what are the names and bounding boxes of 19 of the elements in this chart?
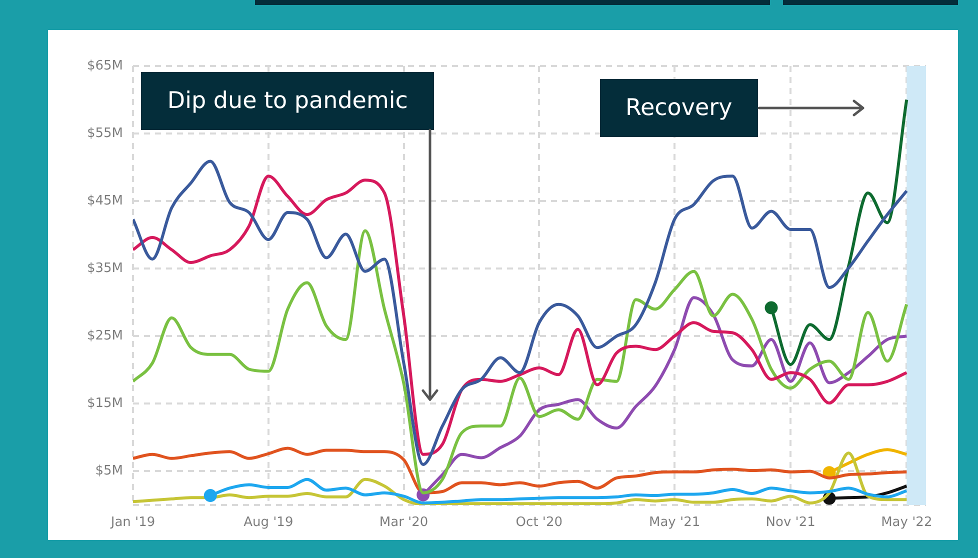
annotation: Recovery (600, 78, 758, 137)
x-tick-label: Mar '20 (379, 515, 428, 530)
y-tick-label: $55M (86, 126, 123, 141)
point (764, 301, 778, 314)
point (204, 489, 217, 502)
y-tick-label: $65M (86, 58, 123, 74)
x-tick-label: May '21 (649, 515, 700, 530)
x-tick-label: Aug '19 (244, 515, 294, 530)
x-tick-label: Jan '19 (110, 515, 156, 530)
x-tick-label: May '22 (881, 515, 932, 530)
line-series (133, 451, 908, 505)
x-tick-label: Oct '20 (516, 515, 563, 530)
y-tick-label: $5M (95, 464, 123, 479)
y-tick-label: $45M (86, 193, 123, 208)
y-tick-label: $15M (86, 396, 123, 412)
x-tick-label: Nov '21 (766, 515, 816, 530)
annotation: Dip due to pandemic (141, 72, 434, 130)
y-tick-label: $35M (86, 260, 123, 276)
y-tick-label: $25M (86, 328, 123, 344)
